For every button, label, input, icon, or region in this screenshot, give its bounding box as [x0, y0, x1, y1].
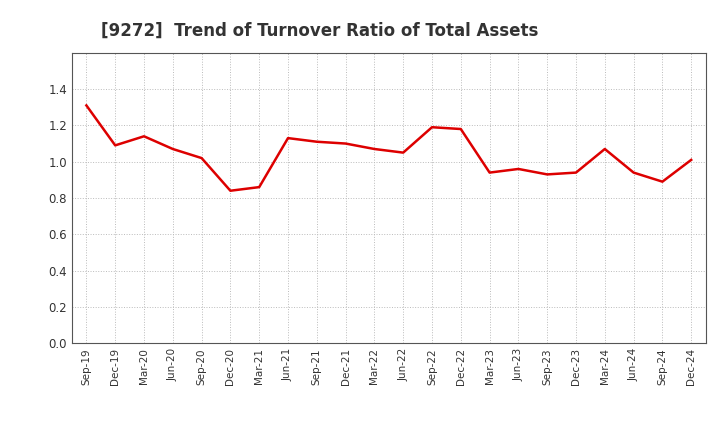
Text: [9272]  Trend of Turnover Ratio of Total Assets: [9272] Trend of Turnover Ratio of Total … — [101, 22, 538, 40]
